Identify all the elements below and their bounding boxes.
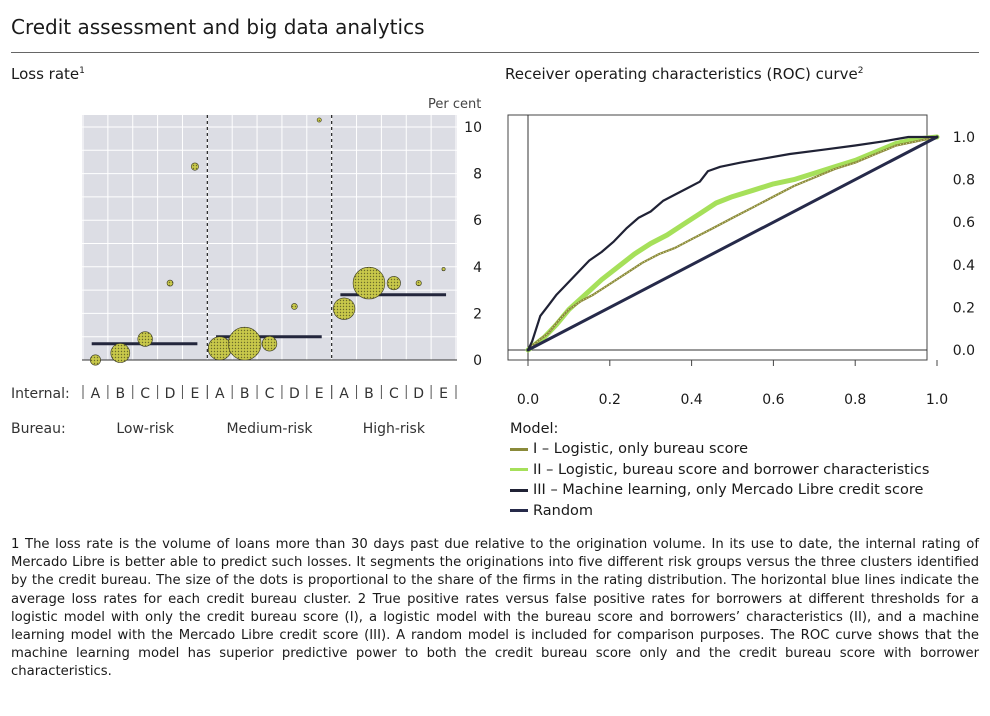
y-tick-label: 2: [473, 306, 482, 322]
x-tick-label: 0.2: [599, 392, 621, 408]
loss-rate-dot: [137, 331, 153, 347]
internal-rating-label: A: [339, 386, 349, 402]
loss-rate-dot: [441, 267, 446, 272]
loss-rate-dot: [166, 279, 174, 287]
bureau-cluster-label: Medium-risk: [226, 421, 313, 437]
legend-label-random: Random: [533, 502, 594, 519]
legend-item-model-3: III – Machine learning, only Mercado Lib…: [510, 480, 929, 501]
loss-rate-title-note: 1: [79, 66, 85, 76]
x-tick-label: 0.0: [517, 392, 539, 408]
internal-axis-label: Internal:: [11, 386, 70, 402]
y-tick-label: 0.4: [953, 258, 975, 274]
plot-background: [82, 115, 457, 360]
loss-rate-dot: [227, 326, 262, 361]
x-tick-label: 1.0: [926, 392, 948, 408]
page-title: Credit assessment and big data analytics: [11, 15, 425, 39]
loss-rate-dot: [352, 266, 386, 300]
legend-label-model-3: III – Machine learning, only Mercado Lib…: [533, 482, 924, 499]
roc-legend: Model: I – Logistic, only bureau score I…: [510, 421, 929, 521]
footnote: 1 The loss rate is the volume of loans m…: [11, 537, 979, 680]
internal-rating-label: D: [165, 386, 176, 402]
legend-swatch-model-3: [510, 488, 528, 492]
y-tick-label: 10: [464, 120, 482, 136]
y-tick-label: 1.0: [953, 130, 975, 146]
loss-rate-dot: [386, 276, 401, 291]
loss-rate-panel-title: Loss rate1: [11, 65, 85, 83]
y-tick-label: 0.6: [953, 215, 975, 231]
loss-rate-dot: [89, 354, 101, 366]
internal-rating-label: B: [115, 386, 125, 402]
roc-chart: 0.0 0.2 0.4 0.6 0.8 1.0 0.0 0.2 0.4 0.6 0.8 1.0: [507, 114, 975, 408]
internal-rating-label: E: [190, 386, 199, 402]
y-tick-label: 6: [473, 213, 482, 229]
internal-rating-label: B: [364, 386, 374, 402]
title-divider: [11, 52, 979, 53]
legend-label-model-2: II – Logistic, bureau score and borrower…: [533, 461, 930, 478]
y-axis-unit: Per cent: [428, 97, 482, 112]
internal-rating-label: D: [413, 386, 424, 402]
x-tick-label: 0.8: [844, 392, 866, 408]
loss-rate-dot: [291, 303, 298, 310]
internal-rating-label: E: [439, 386, 448, 402]
x-tick-label: 0.6: [762, 392, 784, 408]
y-tick-label: 0: [473, 353, 482, 369]
y-tick-label: 8: [473, 167, 482, 183]
roc-series-model-3: [526, 135, 939, 352]
bureau-axis-label: Bureau:: [11, 421, 66, 437]
internal-rating-label: C: [389, 386, 399, 402]
internal-rating-label: A: [215, 386, 225, 402]
loss-rate-dot: [261, 336, 278, 352]
y-tick-label: 0.2: [953, 300, 975, 316]
internal-rating-label: C: [140, 386, 150, 402]
y-tick-label: 0.0: [953, 343, 975, 359]
legend-label-model-1: I – Logistic, only bureau score: [533, 441, 749, 458]
roc-series-random: [526, 135, 939, 352]
legend-title: Model:: [510, 421, 559, 437]
internal-rating-label: E: [315, 386, 324, 402]
internal-rating-label: A: [91, 386, 101, 402]
x-tick-label: 0.4: [680, 392, 702, 408]
legend-item-model-2: II – Logistic, bureau score and borrower…: [510, 460, 929, 481]
roc-series-model-1: [526, 135, 939, 352]
legend-swatch-random: [510, 509, 528, 513]
internal-rating-label: D: [289, 386, 300, 402]
legend-item-model-1: I – Logistic, only bureau score: [510, 439, 929, 460]
roc-plot-frame: [507, 114, 928, 361]
legend-swatch-model-2: [510, 468, 528, 472]
loss-rate-dot: [110, 343, 131, 363]
loss-rate-dot: [190, 162, 199, 171]
y-tick-label: 0.8: [953, 173, 975, 189]
y-tick-label: 4: [473, 260, 482, 276]
loss-rate-dot: [415, 280, 422, 287]
bureau-cluster-label: High-risk: [363, 421, 426, 437]
internal-rating-label: B: [240, 386, 250, 402]
roc-panel-title: Receiver operating characteristics (ROC)…: [505, 65, 863, 83]
loss-rate-dot: [332, 297, 356, 320]
roc-title-text: Receiver operating characteristics (ROC)…: [505, 65, 858, 83]
loss-rate-dot: [207, 336, 232, 361]
legend-item-random: Random: [510, 501, 929, 522]
roc-title-note: 2: [857, 66, 864, 76]
loss-rate-dot: [316, 117, 322, 123]
loss-rate-title-text: Loss rate: [11, 65, 80, 83]
bureau-cluster-label: Low-risk: [116, 421, 175, 437]
legend-swatch-model-1: [510, 447, 528, 451]
internal-rating-label: C: [265, 386, 275, 402]
